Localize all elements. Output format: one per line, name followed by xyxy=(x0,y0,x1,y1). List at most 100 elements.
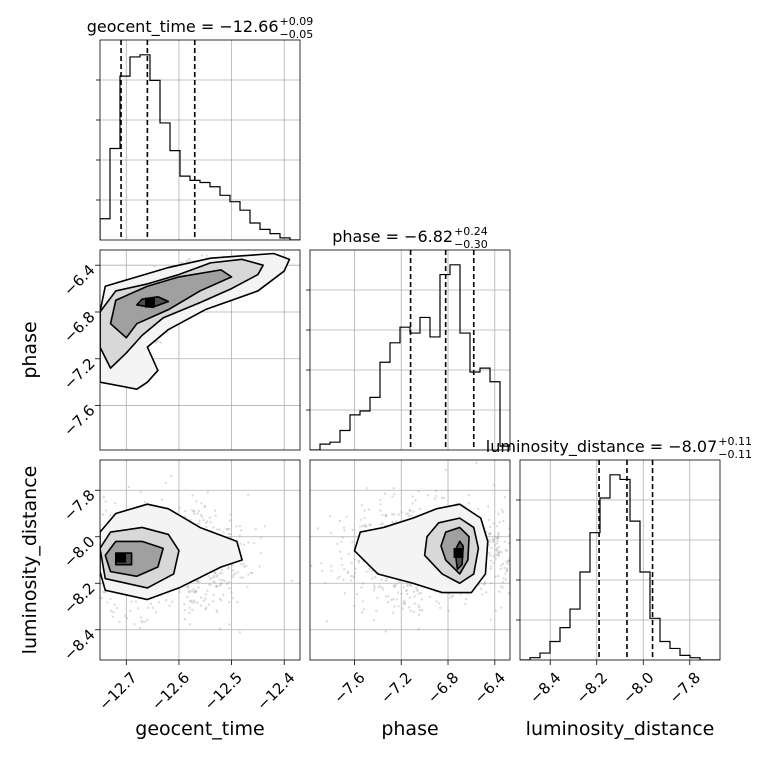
scatter-point xyxy=(193,590,197,594)
scatter-point xyxy=(74,577,76,579)
scatter-point xyxy=(226,567,230,570)
scatter-point xyxy=(203,505,206,509)
scatter-point xyxy=(118,620,121,624)
scatter-point xyxy=(96,352,98,354)
panel-frame xyxy=(309,459,511,661)
scatter-point xyxy=(212,526,215,529)
scatter-point xyxy=(193,509,196,513)
scatter-point xyxy=(139,490,143,494)
scatter-point xyxy=(183,617,187,621)
scatter-point xyxy=(495,553,498,557)
scatter-point xyxy=(496,574,500,578)
scatter-point xyxy=(523,574,525,576)
scatter-point xyxy=(168,604,171,607)
scatter-point xyxy=(495,542,498,545)
scatter-point xyxy=(199,596,203,599)
contour-line xyxy=(353,503,489,594)
scatter-point xyxy=(489,582,493,585)
scatter-point xyxy=(214,514,217,517)
scatter-point xyxy=(360,586,363,589)
scatter-point xyxy=(89,532,91,534)
scatter-point xyxy=(359,525,362,528)
scatter-point xyxy=(498,550,501,554)
scatter-point xyxy=(377,586,380,589)
scatter-point xyxy=(186,586,190,589)
contour-line xyxy=(100,258,264,369)
scatter-point xyxy=(526,538,528,540)
scatter-point xyxy=(228,587,231,590)
scatter-point xyxy=(231,563,235,567)
scatter-point xyxy=(218,597,221,601)
scatter-point xyxy=(416,589,419,593)
title-main: luminosity_distance = −8.07 xyxy=(486,437,717,457)
scatter-point xyxy=(434,494,438,498)
scatter-point xyxy=(364,525,368,528)
scatter-point xyxy=(188,611,191,615)
scatter-point xyxy=(349,574,353,578)
x-tick-label: −7.8 xyxy=(666,669,704,707)
scatter-point xyxy=(499,567,502,571)
scatter-point xyxy=(138,626,142,630)
scatter-point xyxy=(496,537,499,540)
scatter-point xyxy=(164,481,168,485)
scatter-point xyxy=(231,569,235,572)
scatter-point xyxy=(521,584,523,586)
scatter-point xyxy=(346,571,349,575)
scatter-point xyxy=(249,571,253,575)
scatter-point xyxy=(409,583,412,587)
scatter-point xyxy=(93,521,95,523)
scatter-point xyxy=(408,508,411,512)
scatter-point xyxy=(143,501,146,504)
scatter-point xyxy=(316,527,320,530)
scatter-point xyxy=(246,493,250,496)
scatter-point xyxy=(160,498,164,501)
scatter-point xyxy=(497,512,500,516)
scatter-point xyxy=(343,529,346,532)
scatter-point xyxy=(239,542,242,545)
scatter-point xyxy=(372,589,376,592)
scatter-point xyxy=(218,572,222,575)
scatter-point xyxy=(252,542,256,545)
scatter-point xyxy=(385,514,388,517)
scatter-point xyxy=(503,566,506,570)
scatter-point xyxy=(526,555,528,557)
scatter-point xyxy=(492,539,495,542)
scatter-point xyxy=(407,606,411,609)
scatter-point xyxy=(521,566,523,568)
scatter-point xyxy=(393,513,396,516)
scatter-point xyxy=(192,510,195,513)
scatter-point xyxy=(528,549,530,551)
scatter-point xyxy=(146,618,149,621)
scatter-point xyxy=(229,533,233,536)
scatter-point xyxy=(225,582,229,585)
scatter-point xyxy=(403,599,406,603)
scatter-point xyxy=(499,585,503,588)
scatter-point xyxy=(483,580,487,584)
density-fill xyxy=(100,253,290,390)
scatter-point xyxy=(363,509,366,512)
scatter-point xyxy=(192,599,195,602)
density-level xyxy=(105,541,164,577)
scatter-point xyxy=(342,567,346,571)
scatter-point xyxy=(94,560,96,562)
x-tick-label: −8.4 xyxy=(526,669,564,707)
scatter-point xyxy=(246,245,248,247)
scatter-point xyxy=(531,550,533,552)
scatter-point xyxy=(231,597,234,600)
scatter-point xyxy=(352,576,356,579)
scatter-point xyxy=(514,581,516,583)
scatter-point xyxy=(511,558,513,560)
scatter-point xyxy=(412,590,416,593)
scatter-point xyxy=(537,501,539,503)
scatter-point xyxy=(488,540,492,543)
scatter-point xyxy=(96,547,98,549)
scatter-point xyxy=(491,538,494,541)
scatter-point xyxy=(238,534,241,537)
scatter-point xyxy=(501,586,504,589)
scatter-point xyxy=(379,503,382,506)
scatter-point xyxy=(513,572,515,574)
scatter-point xyxy=(340,557,343,560)
scatter-point xyxy=(130,600,133,603)
scatter-point xyxy=(418,606,421,609)
scatter-point xyxy=(494,575,497,579)
